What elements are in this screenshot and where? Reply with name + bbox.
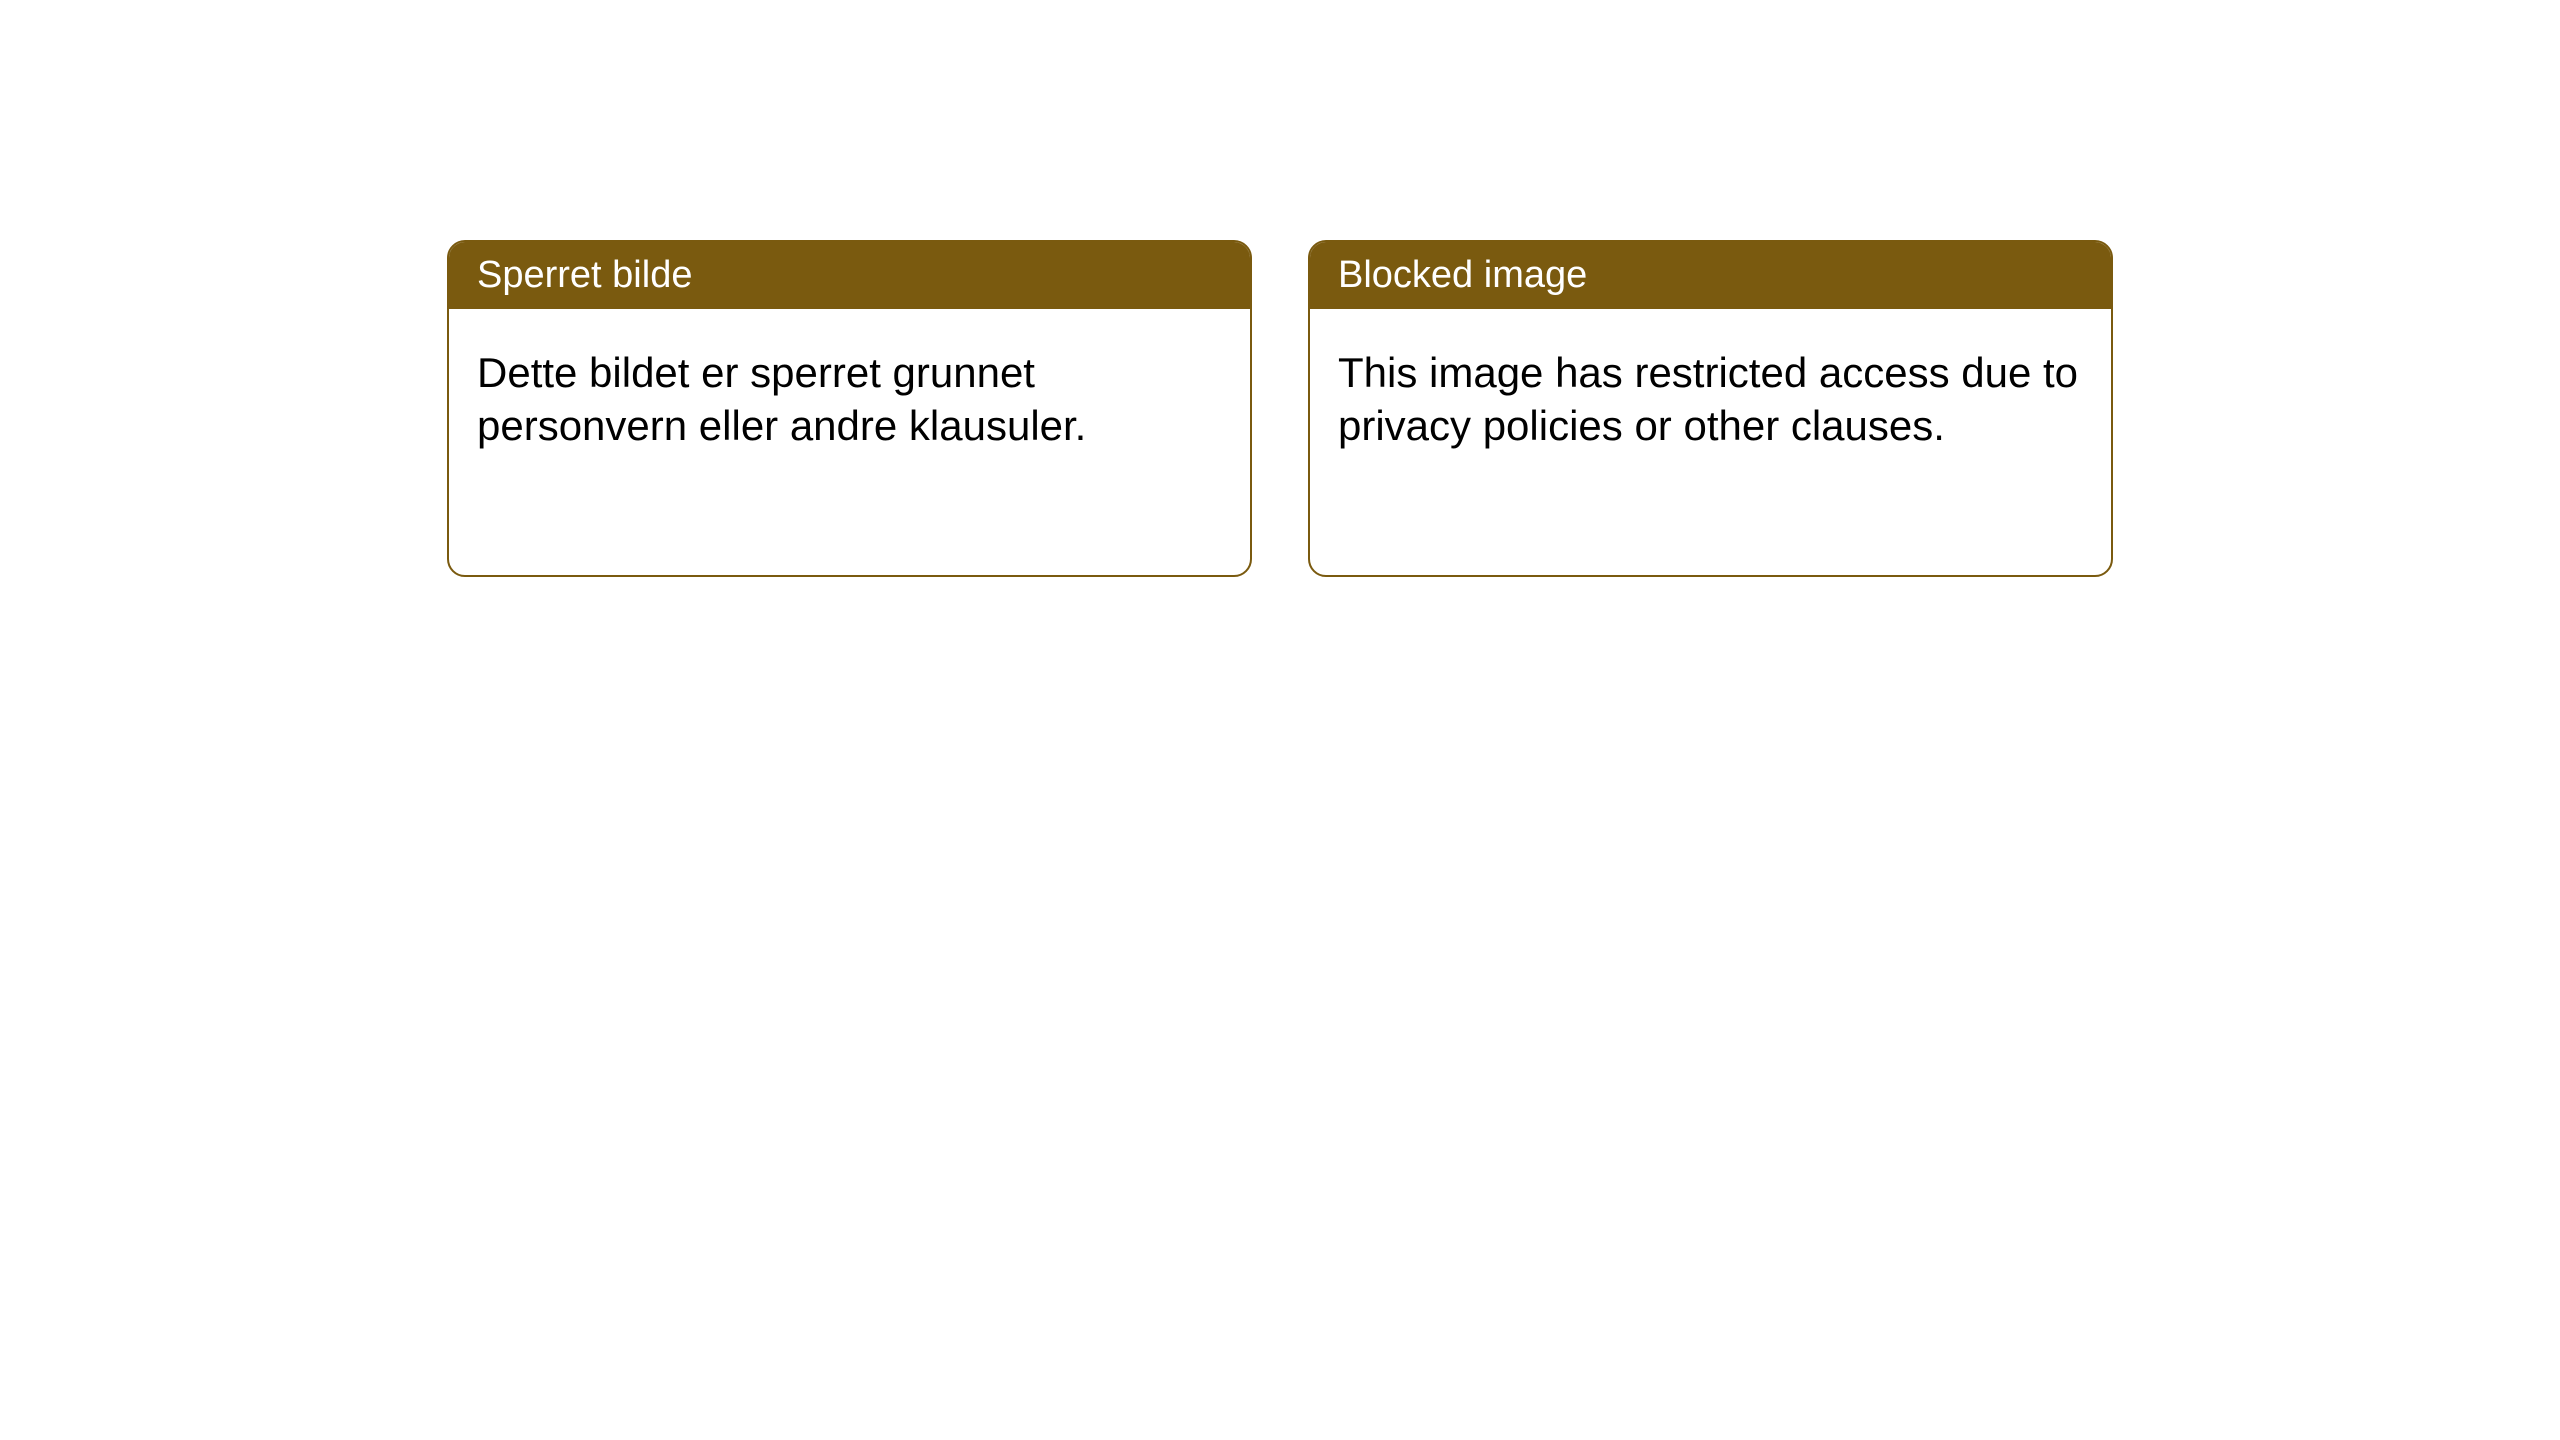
notice-card-body: This image has restricted access due to … — [1310, 309, 2111, 490]
notice-card-english: Blocked image This image has restricted … — [1308, 240, 2113, 577]
notice-card-norwegian: Sperret bilde Dette bildet er sperret gr… — [447, 240, 1252, 577]
notice-card-title: Blocked image — [1338, 254, 1587, 296]
notice-card-body-text: This image has restricted access due to … — [1338, 349, 2078, 449]
notice-card-header: Blocked image — [1310, 242, 2111, 309]
notice-card-title: Sperret bilde — [477, 254, 692, 296]
notice-card-body: Dette bildet er sperret grunnet personve… — [449, 309, 1250, 490]
notice-card-body-text: Dette bildet er sperret grunnet personve… — [477, 349, 1086, 449]
notice-card-header: Sperret bilde — [449, 242, 1250, 309]
notice-cards-container: Sperret bilde Dette bildet er sperret gr… — [447, 240, 2113, 577]
